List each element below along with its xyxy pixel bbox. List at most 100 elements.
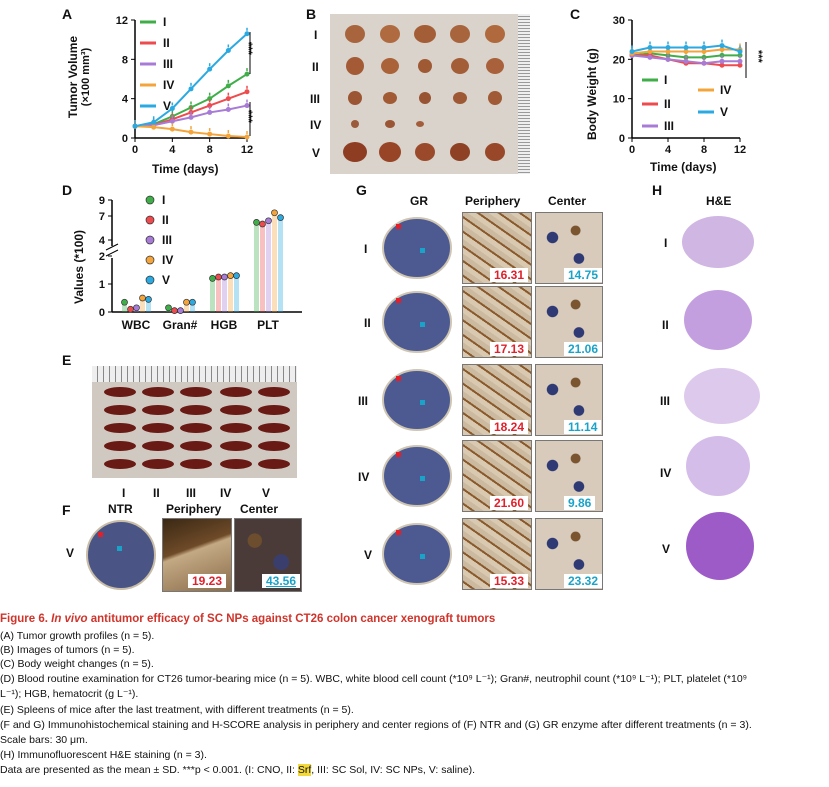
- ruler: [518, 14, 530, 174]
- legend-label: III: [664, 119, 674, 133]
- spleen: [258, 405, 290, 415]
- periphery-marker: [98, 532, 103, 537]
- x-tick-label: 8: [701, 144, 707, 156]
- y-tick-label: 4: [99, 235, 106, 247]
- h-row-label: III: [660, 394, 671, 408]
- data-point: [244, 103, 250, 109]
- spleen-images: [104, 387, 290, 469]
- bar-HGB-IV: [228, 275, 233, 312]
- tumor: [450, 143, 470, 161]
- y-tick-label: 0: [99, 307, 105, 319]
- caption-line-c: (C) Body weight changes (n = 5).: [0, 658, 154, 670]
- tumor: [415, 143, 435, 161]
- bar-Gran#-IV: [184, 302, 189, 312]
- spleen: [142, 405, 174, 415]
- data-point: [188, 129, 194, 135]
- bar-point: [215, 273, 222, 281]
- bar-point: [183, 298, 190, 306]
- he-section: [682, 216, 754, 268]
- tumor: [343, 142, 367, 162]
- x-tick-label: 4: [169, 144, 176, 156]
- center-marker: [420, 554, 425, 559]
- caption-line-d2: L⁻¹); HGB, hematocrit (g L⁻¹).: [0, 688, 139, 700]
- data-point: [737, 58, 743, 64]
- chart-a-sig1: ***: [242, 42, 254, 55]
- e-group-label: IV: [220, 486, 232, 500]
- bar-PLT-I: [254, 222, 259, 312]
- bar-point: [165, 304, 172, 312]
- section-shape: [382, 291, 452, 353]
- spleen: [104, 387, 136, 397]
- tumor: [450, 25, 470, 43]
- center-marker: [117, 546, 122, 551]
- h-row-label: IV: [660, 466, 672, 480]
- caption-line-b: (B) Images of tumors (n = 5).: [0, 644, 135, 656]
- data-point: [225, 133, 231, 139]
- f-score-periphery: 19.23: [188, 574, 227, 588]
- spleen: [142, 441, 174, 451]
- bar-point: [259, 220, 266, 228]
- chart-a-ylabel-1: Tumor Volume: [66, 35, 80, 119]
- e-group-label: II: [153, 486, 160, 500]
- data-point: [225, 96, 231, 102]
- g-row-label: II: [364, 316, 371, 330]
- y-tick-label: 4: [122, 94, 129, 106]
- g-score-center: 11.14: [564, 420, 602, 434]
- data-point: [719, 43, 725, 49]
- tumor-row-5: [343, 142, 505, 162]
- caption-title: Figure 6. In vivo antitumor efficacy of …: [0, 612, 495, 627]
- spleen: [180, 387, 212, 397]
- y-tick-label: 9: [99, 195, 105, 207]
- legend-swatch-II: [145, 215, 155, 225]
- legend-label: I: [163, 15, 166, 29]
- legend-label: I: [162, 193, 165, 207]
- data-point: [207, 109, 213, 115]
- data-point: [719, 47, 725, 52]
- tumor: [486, 58, 504, 74]
- data-point: [207, 96, 213, 102]
- data-point: [665, 45, 671, 51]
- data-point: [719, 58, 725, 64]
- spleen: [258, 459, 290, 469]
- h-row-label: V: [662, 542, 671, 556]
- x-category-label: Gran#: [163, 318, 198, 332]
- chart-c-ylabel: Body Weight (g): [585, 48, 599, 140]
- f-score-center: 43.56: [262, 574, 301, 588]
- spleen: [258, 423, 290, 433]
- bar-point: [127, 305, 134, 313]
- data-point: [647, 54, 653, 60]
- tumor: [416, 121, 424, 127]
- chart-d-ylabel: Values (*100): [72, 229, 86, 304]
- he-sections: [682, 216, 760, 580]
- he-section: [686, 436, 750, 496]
- g-header-gr: GR: [410, 194, 428, 208]
- spleen: [258, 441, 290, 451]
- tumor-row-2: [346, 57, 504, 75]
- bar-point: [171, 307, 178, 314]
- chart-a-ylabel: Tumor Volume (×100 mm³): [66, 22, 92, 132]
- center-marker: [420, 322, 425, 327]
- b-row-label: V: [312, 146, 321, 160]
- g-score-periphery: 15.33: [490, 574, 529, 588]
- periphery-marker: [396, 224, 401, 229]
- spleen: [142, 423, 174, 433]
- y-tick-label: 2: [99, 251, 105, 263]
- spleen: [220, 459, 252, 469]
- y-tick-label: 1: [99, 279, 105, 291]
- tumor: [419, 92, 431, 104]
- tumor: [418, 59, 432, 73]
- x-tick-label: 4: [665, 144, 672, 156]
- f-header-center: Center: [240, 502, 279, 516]
- data-point: [701, 45, 707, 51]
- data-point: [207, 66, 213, 72]
- data-point: [737, 62, 743, 68]
- data-point: [132, 123, 138, 129]
- legend-swatch-IV: [145, 255, 155, 265]
- spleen: [104, 405, 136, 415]
- bar-point: [209, 275, 216, 282]
- caption-line-fg: (F and G) Immunohistochemical staining a…: [0, 719, 752, 731]
- g-row-label: IV: [358, 470, 370, 484]
- data-point: [225, 47, 231, 53]
- bar-HGB-V: [234, 275, 239, 312]
- data-point: [701, 48, 707, 54]
